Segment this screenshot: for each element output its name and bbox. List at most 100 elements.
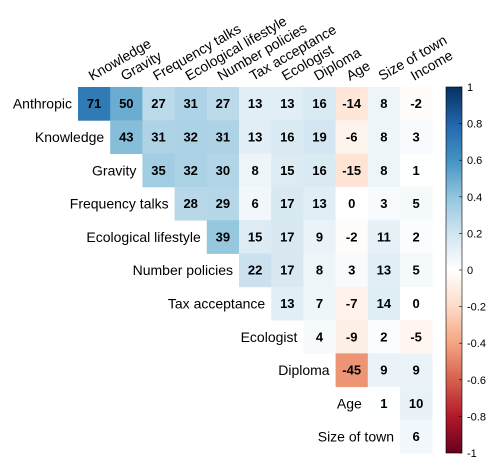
heatmap-cell <box>400 420 433 454</box>
heatmap-cell <box>174 87 208 121</box>
heatmap-cell <box>303 286 336 321</box>
cell-value: 8 <box>380 163 387 178</box>
cell-value: 13 <box>312 196 326 211</box>
cell-value: 6 <box>251 196 258 211</box>
heatmap-cell <box>271 286 304 321</box>
cell-value: 32 <box>183 129 197 144</box>
row-label: Ecological lifestyle <box>86 229 201 245</box>
cell-value: -9 <box>346 329 358 344</box>
cell-value: 27 <box>151 96 165 111</box>
heatmap-cell <box>239 186 272 221</box>
cell-value: 29 <box>216 196 230 211</box>
heatmap-cell <box>367 120 401 154</box>
cell-value: -14 <box>342 96 362 111</box>
cell-value: 27 <box>216 96 230 111</box>
cell-value: 11 <box>377 229 391 244</box>
heatmap-cell <box>335 353 369 388</box>
heatmap-cell <box>335 120 369 154</box>
heatmap-cell <box>400 286 433 321</box>
heatmap-cell <box>367 186 401 221</box>
row-label: Age <box>337 395 362 411</box>
cell-value: 8 <box>380 129 387 144</box>
row-label: Tax acceptance <box>168 295 265 311</box>
cell-value: 7 <box>316 296 323 311</box>
heatmap-cells: 71 50 27 31 27 13 13 16 -14 8 -243 31 32 31 13 16 19 -6 8 3… <box>78 87 433 454</box>
row-label: Anthropic <box>13 96 72 112</box>
cell-value: 0 <box>348 196 355 211</box>
cell-value: 3 <box>348 263 355 278</box>
cell-value: 3 <box>412 129 419 144</box>
heatmap-cell <box>110 120 143 154</box>
cell-value: 28 <box>183 196 197 211</box>
cell-value: 8 <box>251 163 258 178</box>
heatmap-cell <box>142 153 175 188</box>
cell-value: 22 <box>248 263 262 278</box>
heatmap-cell <box>367 220 401 254</box>
cell-value: 31 <box>216 129 230 144</box>
heatmap-cell <box>206 120 240 154</box>
colorbar-tick-label: -0.2 <box>467 302 486 314</box>
cell-value: 2 <box>412 229 419 244</box>
colorbar-tick-label: 0 <box>467 265 473 277</box>
cell-value: -45 <box>342 363 361 378</box>
row-label: Knowledge <box>35 129 104 145</box>
heatmap-cell <box>206 186 240 221</box>
heatmap-cell <box>271 220 304 254</box>
heatmap-cell <box>335 320 369 354</box>
cell-value: 17 <box>280 229 294 244</box>
colorbar-tick-label: -0.4 <box>467 338 486 350</box>
cell-value: 8 <box>380 96 387 111</box>
cell-value: 16 <box>312 96 326 111</box>
heatmap-cell <box>110 87 143 121</box>
heatmap-cell <box>239 253 272 288</box>
cell-value: 17 <box>280 263 294 278</box>
heatmap-cell <box>174 120 208 154</box>
cell-value: 2 <box>380 329 387 344</box>
heatmap-cell <box>239 220 272 254</box>
heatmap-cell <box>400 87 433 121</box>
cell-value: 4 <box>316 329 324 344</box>
cell-value: 16 <box>280 129 294 144</box>
heatmap-cell <box>239 87 272 121</box>
heatmap-cell <box>400 253 433 288</box>
heatmap-cell <box>271 153 304 188</box>
heatmap-cell <box>206 153 240 188</box>
colorbar-tick-label: 0.6 <box>467 155 482 167</box>
heatmap-cell <box>142 87 175 121</box>
heatmap-cell <box>335 220 369 254</box>
cell-value: 13 <box>280 296 294 311</box>
colorbar-tick-label: 0.8 <box>467 119 482 131</box>
cell-value: -15 <box>342 163 361 178</box>
cell-value: 13 <box>280 96 294 111</box>
heatmap-cell <box>367 320 401 354</box>
heatmap-cell <box>367 353 401 388</box>
heatmap-cell <box>367 253 401 288</box>
heatmap-cell <box>174 186 208 221</box>
row-label: Gravity <box>92 162 136 178</box>
heatmap-cell <box>239 120 272 154</box>
cell-value: 13 <box>248 129 262 144</box>
cell-value: 71 <box>87 96 101 111</box>
heatmap-cell <box>303 220 336 254</box>
cell-value: 19 <box>312 129 326 144</box>
heatmap-cell <box>303 253 336 288</box>
heatmap-cell <box>303 87 336 121</box>
heatmap-cell <box>303 186 336 221</box>
cell-value: 17 <box>280 196 294 211</box>
heatmap-cell <box>400 120 433 154</box>
colorbar-tick-label: -1 <box>467 448 477 459</box>
cell-value: 5 <box>412 263 419 278</box>
cell-value: 13 <box>377 263 391 278</box>
row-labels: Anthropic Knowledge Gravity Frequency talks… <box>13 96 394 445</box>
heatmap-cell <box>400 320 433 354</box>
cell-value: 16 <box>312 163 326 178</box>
heatmap-cell <box>271 253 304 288</box>
heatmap-cell <box>206 87 240 121</box>
cell-value: 8 <box>316 263 323 278</box>
cell-value: 9 <box>380 363 387 378</box>
cell-value: -5 <box>410 329 422 344</box>
heatmap-cell <box>335 186 369 221</box>
row-label: Number policies <box>133 262 233 278</box>
heatmap-cell <box>367 87 401 121</box>
